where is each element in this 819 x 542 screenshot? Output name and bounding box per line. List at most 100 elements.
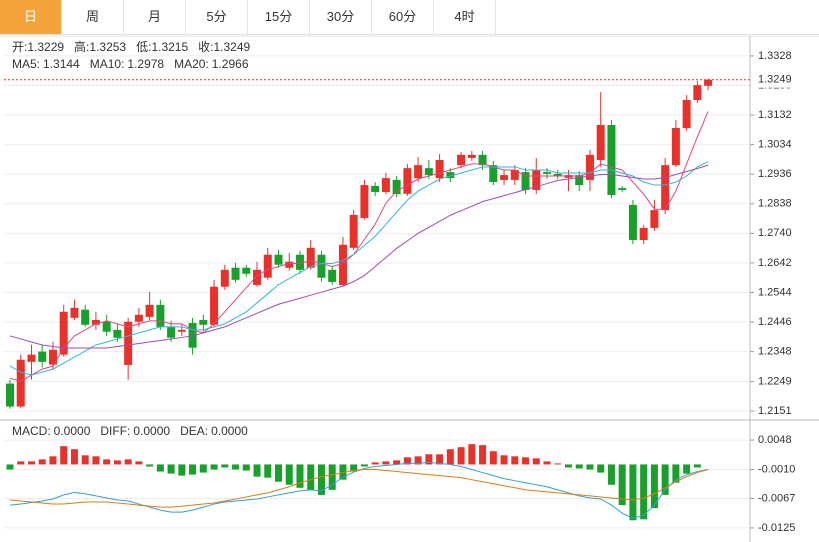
macd-bar (221, 464, 229, 468)
y-tick-label: 1.2838 (758, 198, 792, 210)
macd-bar (296, 464, 304, 488)
legend-name: DEA: (180, 424, 208, 438)
macd-bar (489, 451, 497, 465)
macd-bar (189, 464, 197, 475)
candle-body (231, 267, 240, 280)
header-value: 1.3249 (213, 40, 250, 54)
macd-bar (661, 464, 669, 495)
candle-body (220, 269, 229, 287)
legend-name: DIFF: (100, 424, 130, 438)
candle-body (306, 247, 315, 268)
macd-bar (167, 464, 175, 474)
candle-body (500, 175, 509, 180)
candle-body (177, 329, 186, 332)
candle-body (242, 267, 251, 274)
candle-body (682, 99, 691, 129)
candle-body (371, 185, 380, 192)
macd-bar (564, 464, 572, 468)
header-label: 低: (136, 40, 151, 54)
macd-bar (457, 447, 465, 465)
macd-bar (49, 456, 57, 465)
y-tick-label: -0.0125 (758, 522, 795, 534)
period-tab[interactable]: 日 (0, 0, 62, 34)
macd-bar (27, 461, 35, 465)
candle-body (253, 269, 262, 285)
period-tab[interactable]: 60分 (372, 0, 434, 34)
macd-bar (629, 464, 637, 521)
macd-bar (199, 464, 207, 473)
candle-body (585, 154, 594, 180)
macd-bar (242, 464, 250, 471)
macd-bar (285, 464, 293, 485)
candle-body (704, 79, 713, 86)
candle-body (59, 311, 68, 355)
candle-body (349, 214, 358, 248)
macd-bar (500, 455, 508, 465)
period-tab[interactable]: 5分 (186, 0, 248, 34)
candle-body (435, 160, 444, 179)
candle-body (381, 178, 390, 192)
macd-bar (264, 464, 272, 478)
header-value: 1.3253 (89, 40, 126, 54)
macd-bar (70, 449, 78, 465)
macd-bar (693, 464, 701, 468)
y-tick-label: 1.2446 (758, 316, 792, 328)
macd-bar (597, 464, 605, 473)
candle-body (102, 321, 111, 332)
candle-body (124, 321, 133, 365)
macd-bar (479, 445, 487, 465)
candle-body (424, 168, 433, 176)
y-tick-label: 1.2249 (758, 375, 792, 387)
macd-bar (532, 458, 540, 465)
candle-body (628, 204, 637, 240)
legend-value: 1.2966 (212, 57, 249, 71)
macd-bar (522, 457, 530, 465)
period-tab[interactable]: 15分 (248, 0, 310, 34)
candle-body (210, 286, 219, 325)
candle-body (360, 185, 369, 218)
legend-value: 1.3144 (43, 57, 80, 71)
candle-body (295, 254, 304, 270)
candle-body (414, 165, 423, 179)
candle-body (671, 128, 680, 166)
candle-body (596, 125, 605, 161)
candle-body (510, 169, 519, 180)
macd-bar (350, 464, 358, 472)
macd-bar (113, 460, 121, 465)
header-value: 1.3215 (151, 40, 188, 54)
candle-body (81, 309, 90, 325)
candle-body (27, 354, 36, 362)
period-tab[interactable]: 周 (62, 0, 124, 34)
period-tab[interactable]: 月 (124, 0, 186, 34)
y-tick-label: 1.2642 (758, 257, 792, 269)
indicator-line (9, 111, 709, 382)
y-tick-label: 1.2151 (758, 405, 792, 417)
macd-bar (210, 464, 218, 470)
y-tick-label: 1.2740 (758, 227, 792, 239)
candle-body (113, 329, 122, 338)
macd-bar (511, 456, 519, 465)
candle-body (156, 304, 165, 327)
y-tick-label: 0.0048 (758, 434, 792, 446)
macd-bar (393, 460, 401, 465)
candle-body (91, 319, 100, 325)
macd-bar (92, 456, 100, 465)
candle-body (328, 269, 337, 282)
period-tab[interactable]: 4时 (434, 0, 496, 34)
macd-bar (146, 464, 154, 467)
macd-bar (81, 455, 89, 465)
candle-body (274, 254, 283, 265)
candle-body (478, 154, 487, 166)
period-tab[interactable]: 30分 (310, 0, 372, 34)
macd-bar (436, 454, 444, 465)
macd-bar (360, 464, 368, 467)
macd-bar (317, 464, 325, 495)
header-value: 1.3229 (27, 40, 64, 54)
header-label: 收: (198, 40, 213, 54)
legend-name: MA10: (90, 57, 125, 71)
candle-body (607, 125, 616, 196)
candle-body (446, 172, 455, 179)
candle-body (532, 169, 541, 190)
